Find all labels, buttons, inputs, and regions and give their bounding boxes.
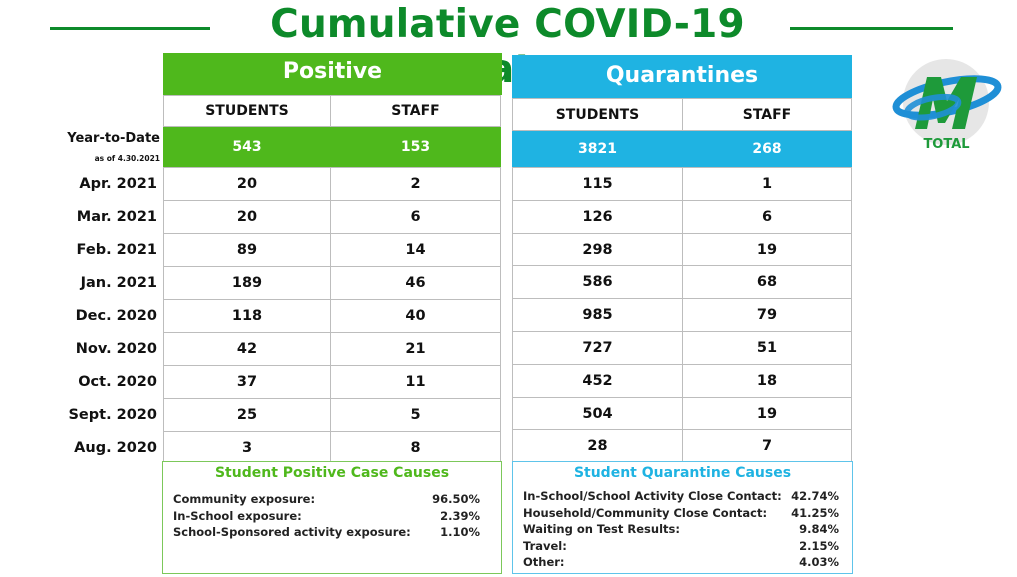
- positive-col-students: STUDENTS: [163, 95, 331, 127]
- positive-staff-cell: 6: [330, 200, 501, 234]
- month-label: Feb. 2021: [76, 242, 157, 258]
- positive-staff-cell: 40: [330, 299, 501, 333]
- month-label: Sept. 2020: [68, 407, 157, 423]
- positive-students-cell: 189: [163, 266, 331, 300]
- logo-text: TOTAL: [923, 137, 970, 152]
- positive-staff-cell: 11: [330, 365, 501, 399]
- quarantine-staff-cell: 7: [682, 429, 852, 464]
- quarantine-staff-cell: 18: [682, 363, 852, 398]
- positive-students-cell: 25: [163, 398, 331, 432]
- quarantine-students-cell: 126: [512, 199, 683, 234]
- positive-panel: Positive STUDENTS STAFF 543 153 20 2 20 6 89 14 18…: [163, 53, 502, 467]
- positive-students-cell: 118: [163, 299, 331, 333]
- quarantine-students-cell: 298: [512, 232, 683, 267]
- title-rule-left: [50, 27, 210, 30]
- cause-value: 96.50%: [432, 492, 480, 506]
- positive-ytd-staff: 153: [330, 127, 501, 167]
- positive-causes-box: Student Positive Case Causes Community e…: [162, 461, 502, 574]
- cause-label: Community exposure:: [173, 492, 316, 506]
- row-labels: Year-to-Date as of 4.30.2021 Apr. 2021 Ma…: [0, 0, 162, 577]
- quarantine-ytd-staff: 268: [682, 131, 852, 167]
- month-label: Apr. 2021: [79, 176, 157, 192]
- cause-label: Waiting on Test Results:: [523, 522, 680, 536]
- district-logo: TOTAL: [889, 57, 1004, 162]
- positive-staff-cell: 5: [330, 398, 501, 432]
- cause-value: 2.15%: [799, 538, 839, 553]
- positive-staff-cell: 2: [330, 167, 501, 201]
- quarantines-header: Quarantines: [512, 55, 852, 98]
- ytd-label: Year-to-Date: [67, 131, 160, 146]
- cause-value: 41.25%: [791, 505, 839, 520]
- cause-label: In-School/School Activity Close Contact:: [523, 489, 782, 503]
- cause-label: In-School exposure:: [173, 508, 302, 523]
- cause-label: Household/Community Close Contact:: [523, 505, 768, 520]
- month-label: Dec. 2020: [75, 308, 157, 324]
- positive-students-cell: 3: [163, 431, 331, 465]
- positive-staff-cell: 8: [330, 431, 501, 465]
- positive-col-staff: STAFF: [330, 95, 501, 127]
- quarantine-staff-cell: 68: [682, 265, 852, 300]
- quarantine-students-cell: 115: [512, 167, 683, 201]
- positive-staff-cell: 21: [330, 332, 501, 366]
- month-label: Jan. 2021: [80, 275, 157, 291]
- positive-students-cell: 42: [163, 332, 331, 366]
- positive-staff-cell: 14: [330, 233, 501, 267]
- title-bar: Cumulative COVID-19 Data: [0, 0, 1017, 92]
- positive-staff-cell: 46: [330, 266, 501, 300]
- month-label: Aug. 2020: [74, 440, 157, 456]
- cause-value: 42.74%: [791, 489, 839, 503]
- quarantine-staff-cell: 79: [682, 298, 852, 333]
- quarantine-causes-title: Student Quarantine Causes: [573, 465, 792, 481]
- quarantine-staff-cell: 19: [682, 396, 852, 431]
- cause-label: Travel:: [523, 538, 567, 553]
- quarantine-staff-cell: 1: [682, 167, 852, 201]
- quarantine-students-cell: 452: [512, 363, 683, 398]
- quarantine-students-cell: 504: [512, 396, 683, 431]
- quarantine-causes-box: Student Quarantine Causes In-School/Scho…: [512, 461, 853, 574]
- positive-students-cell: 89: [163, 233, 331, 267]
- month-label: Oct. 2020: [78, 374, 157, 390]
- month-label: Nov. 2020: [75, 341, 157, 357]
- cause-value: 9.84%: [799, 522, 839, 536]
- quarantine-panel: Quarantines STUDENTS STAFF 3821 268 115 1 126 6…: [512, 55, 852, 467]
- quarantine-students-cell: 985: [512, 298, 683, 333]
- month-label: Mar. 2021: [76, 209, 157, 225]
- quarantine-students-cell: 28: [512, 429, 683, 464]
- positive-students-cell: 37: [163, 365, 331, 399]
- positive-ytd-students: 543: [163, 127, 331, 167]
- cause-label: Other:: [523, 555, 565, 569]
- quarantine-staff-cell: 51: [682, 331, 852, 365]
- quarantine-col-staff: STAFF: [682, 98, 852, 131]
- quarantine-col-students: STUDENTS: [512, 98, 683, 131]
- title-rule-right: [790, 27, 953, 30]
- cause-label: School-Sponsored activity exposure:: [173, 525, 411, 539]
- quarantine-students-cell: 727: [512, 331, 683, 365]
- cause-value: 2.39%: [440, 508, 480, 523]
- positive-students-cell: 20: [163, 200, 331, 234]
- quarantine-ytd-students: 3821: [512, 131, 683, 167]
- quarantine-staff-cell: 19: [682, 232, 852, 267]
- cause-value: 4.03%: [799, 555, 839, 569]
- page-title: Cumulative COVID-19 Data: [270, 2, 745, 92]
- ytd-as-of: as of 4.30.2021: [94, 154, 160, 163]
- positive-students-cell: 20: [163, 167, 331, 201]
- quarantine-staff-cell: 6: [682, 199, 852, 234]
- cause-value: 1.10%: [440, 525, 480, 539]
- quarantine-students-cell: 586: [512, 265, 683, 300]
- positive-header: Positive: [163, 53, 502, 95]
- positive-causes-title: Student Positive Case Causes: [214, 465, 450, 481]
- logo-graphic: [892, 59, 1002, 145]
